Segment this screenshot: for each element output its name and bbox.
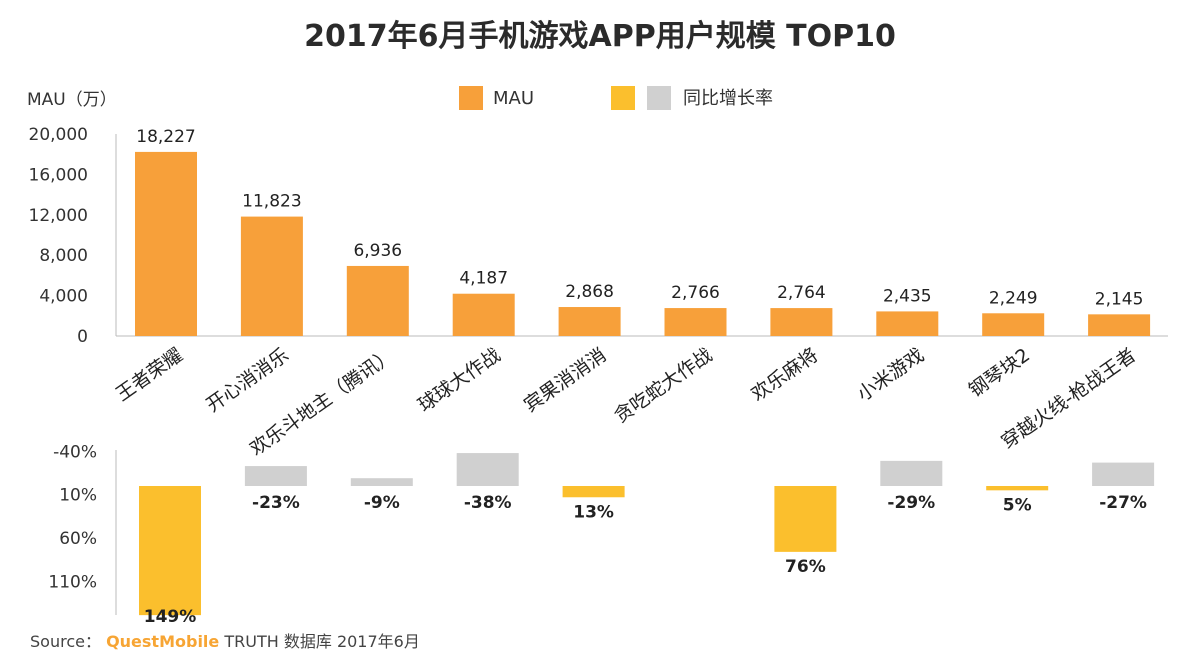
growth-data-label: 13% <box>573 502 614 522</box>
category-label: 小米游戏 <box>853 344 928 406</box>
mau-tick-label: 8,000 <box>39 246 88 266</box>
mau-data-label: 2,764 <box>777 283 826 303</box>
growth-data-label: -23% <box>252 493 300 513</box>
mau-bar <box>1088 314 1151 336</box>
mau-bar <box>135 151 197 336</box>
mau-tick-label: 16,000 <box>29 165 88 185</box>
mau-data-label: 2,249 <box>989 288 1038 308</box>
growth-bar <box>562 486 625 498</box>
mau-bar <box>558 307 621 336</box>
mau-tick-label: 12,000 <box>29 206 88 226</box>
mau-bar <box>452 293 515 336</box>
mau-bar <box>664 308 727 336</box>
growth-bar <box>244 466 307 486</box>
mau-data-label: 2,868 <box>565 282 614 302</box>
category-label: 宾果消消消 <box>520 344 610 417</box>
source-brand: QuestMobile <box>106 632 220 651</box>
category-label: 贪吃蛇大作战 <box>610 344 716 427</box>
mau-data-label: 2,145 <box>1095 289 1144 309</box>
growth-bar <box>880 460 943 486</box>
growth-bar <box>1092 462 1155 486</box>
chart-title: 2017年6月手机游戏APP用户规模 TOP10 <box>304 19 896 54</box>
legend-mau-label: MAU <box>493 88 534 109</box>
growth-data-label: 5% <box>1003 495 1032 515</box>
mau-tick-label: 4,000 <box>39 287 88 307</box>
source-prefix: Source： <box>30 632 101 651</box>
growth-tick-label: 110% <box>48 572 97 592</box>
growth-data-label: -29% <box>887 493 935 513</box>
mau-data-label: 18,227 <box>136 127 195 147</box>
mau-data-label: 4,187 <box>459 269 508 289</box>
growth-data-label: 76% <box>785 557 826 577</box>
legend-growth-negative-swatch <box>647 86 671 110</box>
legend-mau-swatch <box>459 86 483 110</box>
mau-data-label: 2,435 <box>883 286 932 306</box>
growth-data-label: -9% <box>364 493 400 513</box>
mau-bar <box>770 308 833 336</box>
mau-bar <box>240 216 303 336</box>
mau-data-label: 2,766 <box>671 283 720 303</box>
legend: MAU 同比增长率 <box>459 86 773 110</box>
source-rest: TRUTH 数据库 2017年6月 <box>224 632 420 651</box>
growth-data-label: 149% <box>144 607 197 627</box>
category-label: 开心消消乐 <box>202 344 292 417</box>
growth-bar <box>774 486 837 552</box>
category-label: 钢琴块2 <box>965 344 1034 402</box>
mau-data-label: 11,823 <box>242 192 301 212</box>
legend-growth-positive-swatch <box>611 86 635 110</box>
mau-data-label: 6,936 <box>353 241 402 261</box>
growth-bar <box>986 486 1049 491</box>
mau-bar <box>346 265 409 336</box>
growth-tick-label: -40% <box>53 442 97 462</box>
growth-data-label: -27% <box>1099 493 1147 513</box>
growth-bar <box>139 486 201 616</box>
growth-bar <box>350 478 413 486</box>
category-label: 王者荣耀 <box>112 344 187 406</box>
mau-bar <box>982 313 1045 336</box>
growth-data-label: -38% <box>464 493 512 513</box>
mau-tick-label: 20,000 <box>29 125 88 145</box>
source-note: Source： QuestMobile TRUTH 数据库 2017年6月 <box>30 628 420 652</box>
growth-tick-label: 60% <box>59 529 97 549</box>
y-axis-label: MAU（万） <box>27 90 117 110</box>
mau-bar <box>876 311 939 336</box>
mau-tick-label: 0 <box>77 327 88 347</box>
growth-tick-label: 10% <box>59 486 97 506</box>
category-label: 欢乐麻将 <box>747 344 822 406</box>
growth-bar <box>456 453 519 486</box>
category-label: 球球大作战 <box>414 344 504 417</box>
legend-growth-label: 同比增长率 <box>683 88 773 109</box>
